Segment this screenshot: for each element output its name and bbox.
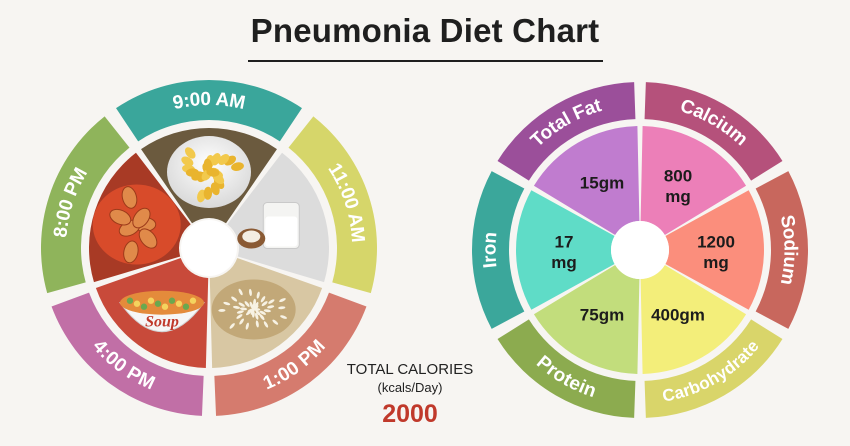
nutrient-ring-segment <box>644 82 783 181</box>
cornflakes-bowl-icon <box>141 128 277 224</box>
total-calories-label: TOTAL CALORIES <box>346 361 474 378</box>
soup-bowl-icon: Soup <box>95 258 209 368</box>
nutrient-value-wedge <box>640 126 747 235</box>
page-title: Pneumonia Diet Chart <box>250 12 600 49</box>
nutrient-ring-segment <box>472 171 525 329</box>
meal-segment <box>214 292 367 416</box>
calories-value: 2000 <box>382 400 438 428</box>
nutrient-ring-segment <box>755 171 808 329</box>
rice-grains-icon <box>209 258 323 368</box>
nutrient-ring-segment <box>497 319 636 418</box>
nutrient-value-wedge <box>533 126 640 235</box>
nutrient-value-label: 17 mg <box>551 232 577 271</box>
nutrient-value-label: 400gm <box>651 305 705 324</box>
milk-glass-coconut-icon <box>227 152 330 283</box>
nutrient-name-label: Iron <box>479 231 501 269</box>
title-underline <box>248 60 603 62</box>
nutrient-ring-segment <box>644 319 783 418</box>
nutrient-value-wedge <box>533 265 640 374</box>
meal-time-label: 9:00 AM <box>171 89 247 114</box>
nutrient-name-label: Sodium <box>776 213 801 286</box>
calories-unit: (kcals/Day) <box>377 380 443 395</box>
nutrient-ring-segment <box>497 82 636 181</box>
meal-segment <box>288 116 378 294</box>
meal-segment <box>41 116 130 294</box>
nutrient-value-wedge <box>515 190 615 310</box>
nutrient-value-label: 75gm <box>580 305 624 324</box>
meal-segment <box>116 80 302 142</box>
nutrient-value-wedge <box>665 190 764 310</box>
svg-text:Soup: Soup <box>145 314 179 331</box>
meal-segment <box>51 292 204 416</box>
chicken-curry-icon <box>88 152 191 283</box>
meal-chart-center <box>181 220 237 276</box>
nutrient-value-label: 1200 mg <box>697 232 735 271</box>
nutrient-chart-center <box>611 221 669 279</box>
nutrient-value-wedge <box>640 265 747 374</box>
nutrient-value-label: 15gm <box>580 174 624 193</box>
nutrient-value-label: 800 mg <box>664 167 692 206</box>
